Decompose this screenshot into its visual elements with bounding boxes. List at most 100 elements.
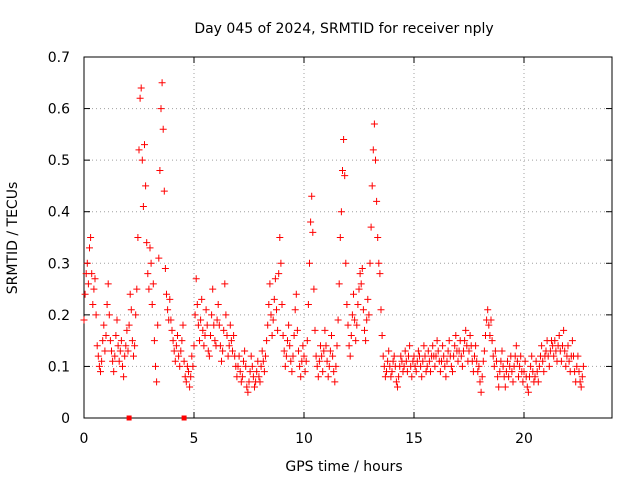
- data-point: [123, 326, 131, 334]
- data-point: [424, 347, 432, 355]
- data-point: [182, 378, 190, 386]
- data-point: [285, 321, 293, 329]
- data-point: [199, 326, 207, 334]
- data-point: [373, 197, 381, 205]
- data-point: [574, 352, 582, 360]
- data-point: [429, 342, 437, 350]
- data-point: [374, 234, 382, 241]
- data-point: [153, 378, 161, 386]
- data-point: [127, 306, 135, 314]
- data-point: [194, 321, 202, 329]
- data-point: [114, 342, 122, 350]
- data-point: [170, 347, 178, 355]
- data-point: [504, 357, 511, 365]
- data-point: [308, 192, 316, 200]
- data-point: [436, 368, 444, 376]
- data-point: [328, 331, 335, 339]
- data-point: [92, 311, 100, 319]
- data-point: [354, 301, 362, 309]
- data-point: [287, 357, 295, 365]
- data-point: [473, 357, 481, 365]
- data-point: [198, 295, 206, 303]
- data-point: [248, 362, 256, 370]
- y-tick-label: 0: [61, 411, 70, 427]
- data-point: [324, 373, 332, 381]
- data-point: [440, 352, 448, 360]
- y-tick-label: 0.4: [48, 205, 70, 221]
- data-point: [203, 321, 211, 329]
- data-point: [281, 362, 289, 370]
- data-point: [115, 357, 123, 365]
- data-point: [303, 337, 311, 345]
- data-point: [306, 259, 313, 267]
- data-point: [219, 347, 227, 355]
- data-point: [444, 347, 452, 355]
- data-point: [348, 311, 356, 319]
- data-point: [486, 331, 494, 339]
- data-point: [335, 280, 343, 288]
- data-point: [291, 306, 299, 314]
- data-point: [579, 362, 587, 370]
- data-point: [104, 280, 112, 288]
- data-point: [550, 352, 558, 360]
- data-point: [163, 290, 170, 298]
- data-point: [158, 79, 166, 87]
- data-point: [487, 316, 495, 324]
- data-point: [100, 321, 108, 329]
- data-point: [304, 301, 312, 309]
- data-point: [119, 362, 126, 370]
- data-point: [474, 368, 482, 376]
- data-point: [110, 368, 118, 376]
- data-point: [385, 347, 393, 355]
- data-point: [167, 316, 175, 324]
- data-point: [178, 337, 186, 345]
- data-point: [561, 347, 569, 355]
- data-point: [211, 337, 219, 345]
- data-point: [259, 357, 267, 365]
- data-point: [120, 373, 128, 381]
- data-point: [531, 373, 539, 381]
- data-point: [313, 362, 321, 370]
- data-point: [190, 342, 198, 350]
- data-point: [462, 326, 470, 334]
- data-point: [131, 342, 139, 350]
- data-point: [111, 352, 119, 360]
- data-point: [274, 326, 282, 334]
- data-point: [501, 383, 509, 391]
- data-point: [488, 337, 496, 345]
- data-point: [520, 368, 528, 376]
- data-point: [425, 357, 433, 365]
- data-point: [246, 368, 254, 376]
- data-point: [168, 326, 176, 334]
- data-point: [236, 368, 244, 376]
- x-tick-label: 10: [295, 431, 313, 447]
- data-point: [83, 259, 91, 267]
- data-point: [293, 326, 301, 334]
- data-point: [214, 301, 222, 309]
- data-point: [300, 352, 308, 360]
- data-point: [222, 311, 230, 319]
- data-point: [197, 316, 205, 324]
- data-point: [177, 347, 185, 355]
- data-point: [311, 326, 319, 334]
- data-point: [108, 347, 115, 355]
- data-point: [337, 208, 345, 216]
- data-point: [575, 368, 583, 376]
- data-point: [466, 331, 474, 339]
- data-point: [331, 378, 339, 386]
- data-point: [160, 187, 168, 195]
- data-point: [485, 321, 493, 329]
- data-point: [476, 378, 484, 386]
- data-point: [310, 285, 318, 293]
- data-point: [378, 331, 386, 339]
- data-point: [358, 264, 366, 272]
- data-point: [202, 306, 210, 314]
- data-point: [208, 311, 216, 319]
- data-point: [379, 352, 387, 360]
- data-point: [196, 337, 203, 345]
- data-point: [241, 347, 249, 355]
- data-point: [134, 234, 142, 241]
- data-point: [135, 146, 143, 154]
- data-point: [314, 373, 322, 381]
